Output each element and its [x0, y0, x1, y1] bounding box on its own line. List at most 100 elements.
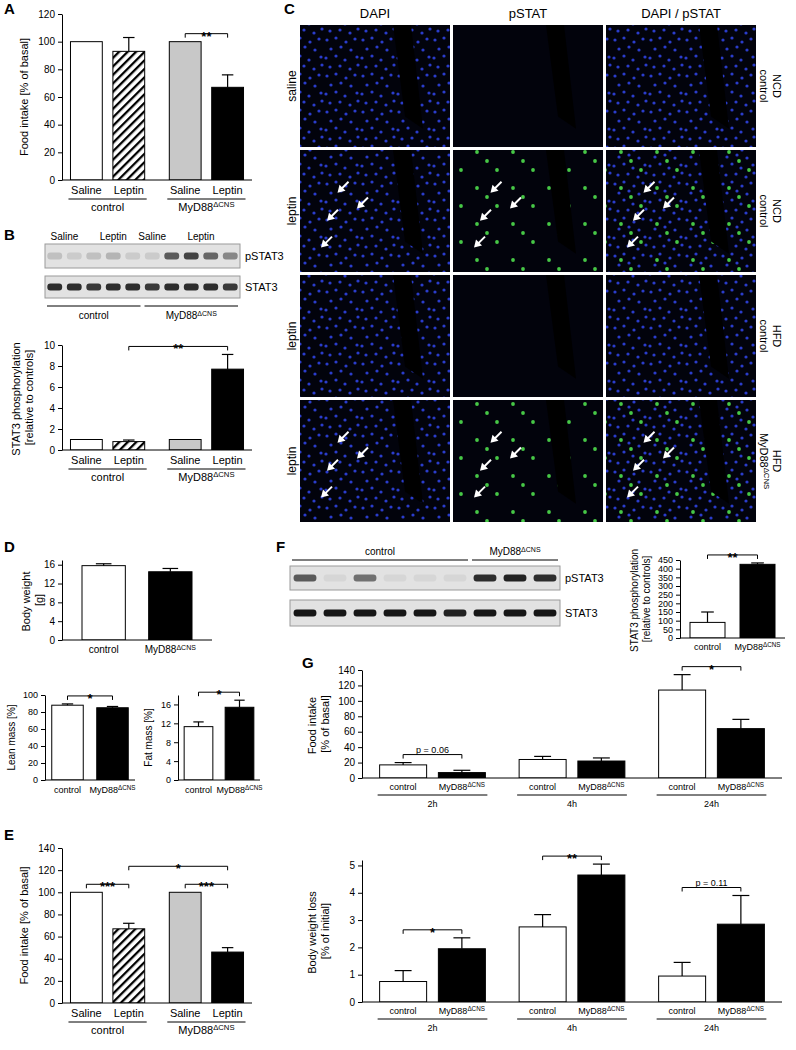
- arrow-head: [321, 240, 329, 248]
- group-label: MyD88ΔCNS: [489, 546, 540, 558]
- tick-mark: [58, 892, 62, 893]
- y-tick: 200: [658, 599, 680, 609]
- panel-letter: F: [276, 538, 285, 555]
- error-cap: [593, 863, 610, 864]
- tick-mark: [358, 893, 362, 894]
- tick-mark: [58, 429, 62, 430]
- panel-letter: B: [4, 226, 15, 243]
- tick-label: 4: [49, 403, 55, 414]
- arrow-head: [474, 240, 482, 248]
- group-line: [517, 795, 627, 796]
- tick-mark: [358, 865, 362, 866]
- tick-mark: [676, 621, 680, 622]
- y-tick: 0: [49, 635, 62, 646]
- arrow-head: [644, 185, 652, 193]
- ventricle: [393, 400, 423, 504]
- y-axis: 020406080100120: [38, 9, 62, 186]
- error-bar: [222, 75, 233, 87]
- y-axis: 012345: [349, 860, 362, 1008]
- arrow-head: [327, 463, 335, 471]
- tick-label: 8: [166, 738, 171, 748]
- blot-band: [444, 575, 467, 582]
- blot-band: [67, 284, 82, 291]
- error-cap: [674, 674, 691, 675]
- tick-mark: [58, 981, 62, 982]
- arrow-head: [480, 463, 488, 471]
- tick-mark: [58, 870, 62, 871]
- ventricle: [546, 25, 576, 129]
- figure: 020406080100120Food intake [% of basal]S…: [0, 0, 796, 1050]
- ventricle: [393, 150, 423, 254]
- superscript: ΔCNS: [763, 641, 781, 648]
- error-bar: [395, 763, 412, 765]
- ventricle: [393, 275, 423, 379]
- tick-mark: [58, 565, 62, 566]
- tick-mark: [58, 937, 62, 938]
- bar-chart: 0481216Fat mass [%]controlMyD88ΔCNS*: [143, 687, 263, 795]
- error-bar: [674, 962, 691, 976]
- y-tick: 300: [658, 581, 680, 591]
- arrow-head: [327, 213, 335, 221]
- error-bar: [534, 756, 551, 759]
- group-label: 4h: [567, 1023, 577, 1033]
- error-bar: [222, 948, 233, 952]
- tick-label: 0: [49, 175, 55, 186]
- superscript: ΔCNS: [197, 310, 217, 317]
- bar: [519, 759, 566, 778]
- error-bar: [751, 563, 764, 564]
- blot-band: [294, 610, 317, 617]
- arrow-head: [627, 490, 635, 498]
- tick-mark: [358, 763, 362, 764]
- category-label: control: [54, 785, 81, 795]
- error-cap: [107, 706, 118, 707]
- y-tick: 4: [349, 887, 362, 898]
- group-line: [378, 1019, 488, 1020]
- y-tick: 6: [49, 382, 62, 393]
- error-bar: [674, 675, 691, 690]
- plot-marks: [184, 700, 254, 780]
- column-header: DAPI: [360, 6, 390, 21]
- tick-label: 4: [49, 616, 55, 627]
- group-label: MyD88ΔCNS: [178, 470, 234, 484]
- bar: [70, 440, 102, 451]
- lane-label: Leptin: [187, 231, 214, 242]
- y-tick: 0: [668, 633, 680, 643]
- superscript: ΔCNS: [467, 1005, 485, 1012]
- significance-label: **: [727, 550, 738, 565]
- y-tick: 40: [44, 953, 62, 964]
- text-part: MyD88: [578, 1006, 607, 1016]
- error-cap: [593, 757, 610, 758]
- y-axis-title-line: Food intake: [306, 694, 318, 755]
- y-tick: 3: [349, 915, 362, 926]
- category-label: control: [390, 782, 417, 792]
- plot-marks: [52, 704, 129, 780]
- tick-label: 140: [38, 843, 55, 854]
- group-line: [68, 469, 146, 470]
- error-cap: [395, 970, 412, 971]
- row-treatment-label: saline: [285, 70, 299, 102]
- group-label: 2h: [427, 799, 437, 809]
- bar: [740, 564, 775, 638]
- blot-band: [67, 253, 82, 260]
- category-label: Saline: [170, 184, 201, 196]
- category-label: MyD88ΔCNS: [734, 641, 780, 653]
- tick-label: 0: [49, 998, 55, 1009]
- error-cap: [96, 563, 112, 564]
- group-label: 2h: [427, 1023, 437, 1033]
- significance-label: ***: [100, 879, 116, 894]
- tick-label: 60: [44, 92, 56, 103]
- blot-band: [145, 253, 160, 260]
- tick-mark: [676, 560, 680, 561]
- arrow-head: [491, 435, 499, 443]
- category-label: MyD88ΔCNS: [216, 784, 262, 796]
- y-axis-title-line: [g]: [33, 594, 45, 606]
- error-cap: [222, 354, 233, 355]
- tick-label: 2: [49, 424, 55, 435]
- y-tick: 40: [28, 741, 45, 751]
- tick-label: 60: [344, 726, 356, 737]
- tick-mark: [358, 732, 362, 733]
- significance-label: *: [430, 925, 436, 940]
- y-axis: 020406080100120140: [338, 665, 362, 784]
- y-tick: 100: [38, 36, 62, 47]
- tick-mark: [58, 408, 62, 409]
